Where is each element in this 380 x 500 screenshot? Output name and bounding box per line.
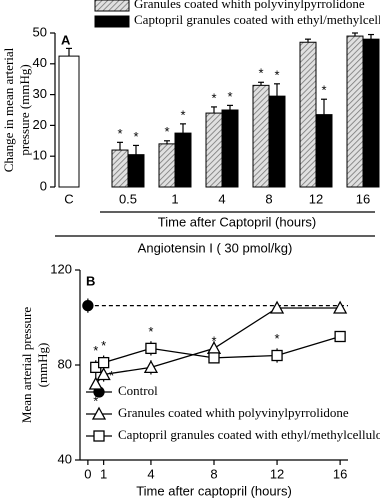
y-tick-label: 80 [58,356,72,371]
legend-marker [91,406,107,420]
condition-label: Angiotensin I ( 30 pmol/kg) [138,240,293,255]
y-tick-label: 50 [33,24,47,39]
y-tick-label: 0 [40,178,47,193]
bar [362,38,380,188]
x-tick-label: 8 [265,191,272,206]
y-tick-label: 10 [33,148,47,163]
significance-mark: * [258,66,263,81]
bar [205,112,223,188]
significance-mark: * [211,90,216,105]
x-axis-label: Time after captopril (hours) [136,483,292,498]
bar [58,55,80,188]
point [334,330,346,343]
significance-mark: * [275,331,280,346]
significance-mark: * [109,368,114,383]
significance-mark: * [227,89,232,104]
legend-label: Captopril granules coated with ethyl/met… [118,427,380,442]
significance-mark: * [148,324,153,339]
series-line [95,307,341,385]
y-tick-label: 20 [33,117,47,132]
legend-label: Granules coated whith polyvinylpyrrolido… [134,0,365,11]
significance-mark: * [93,343,98,358]
bar [158,143,176,188]
point [208,352,220,364]
significance-mark: * [93,393,98,408]
bar [252,84,270,188]
bar [299,41,317,188]
y-axis-label: (mmHg) [35,343,50,388]
point [97,356,110,369]
legend-marker [93,430,105,442]
significance-mark: * [164,124,169,139]
x-tick-label: 8 [210,466,217,481]
point [333,300,348,314]
y-tick-label: 40 [33,55,47,70]
point [82,299,94,312]
panel-b: 40 80 120 0 1 4 8 12 16 Mean arterial pressure (mm… [19,261,380,498]
panel-letter: A [61,32,71,47]
significance-mark: * [274,67,279,82]
x-tick-label: 0.5 [119,191,137,206]
x-tick-label: 0 [84,466,91,481]
x-tick-label: C [64,191,73,206]
y-tick-label: 30 [33,86,47,101]
bar [221,109,239,188]
y-axis-label: Mean arterial pressure [19,307,34,423]
x-tick-label: 12 [270,466,284,481]
x-tick-label: 16 [333,466,347,481]
point [145,342,157,355]
x-tick-label: 1 [100,466,107,481]
significance-mark: * [321,83,326,98]
point [88,376,103,390]
bar [346,35,364,188]
significance-mark: * [101,338,106,353]
significance-mark: * [180,107,185,122]
bar [315,114,333,188]
significance-mark: * [117,126,122,141]
x-tick-label: 4 [218,191,225,206]
legend-label: Granules coated whith polyvinylpyrrolido… [118,405,349,420]
bar [174,132,192,188]
panel-a: 0 10 20 30 40 50 Change in mean arterial pressu… [1,0,380,255]
panel-letter: B [86,273,95,288]
legend-swatch [94,0,130,12]
point [96,367,111,381]
legend-label: Control [118,383,158,398]
legend-swatch [94,15,130,28]
legend-label: Captopril granules coated with ethyl/met… [134,12,380,27]
point [143,360,159,374]
point [269,300,285,314]
x-tick-label: 4 [147,466,154,481]
point [271,349,283,362]
significance-mark: * [133,129,138,144]
bar [127,154,145,188]
x-tick-label: 1 [171,191,178,206]
x-axis-label: Time after Captopril (hours) [158,214,316,229]
x-tick-label: 12 [309,191,323,206]
bar [111,149,129,188]
y-tick-label: 120 [50,261,72,276]
y-axis-label: Change in mean arterial [1,47,16,172]
y-tick-label: 40 [58,451,72,466]
y-axis-label: pressure (mmHg) [17,64,32,155]
bar [268,95,286,188]
x-tick-label: 16 [356,191,370,206]
significance-mark: * [211,333,216,348]
